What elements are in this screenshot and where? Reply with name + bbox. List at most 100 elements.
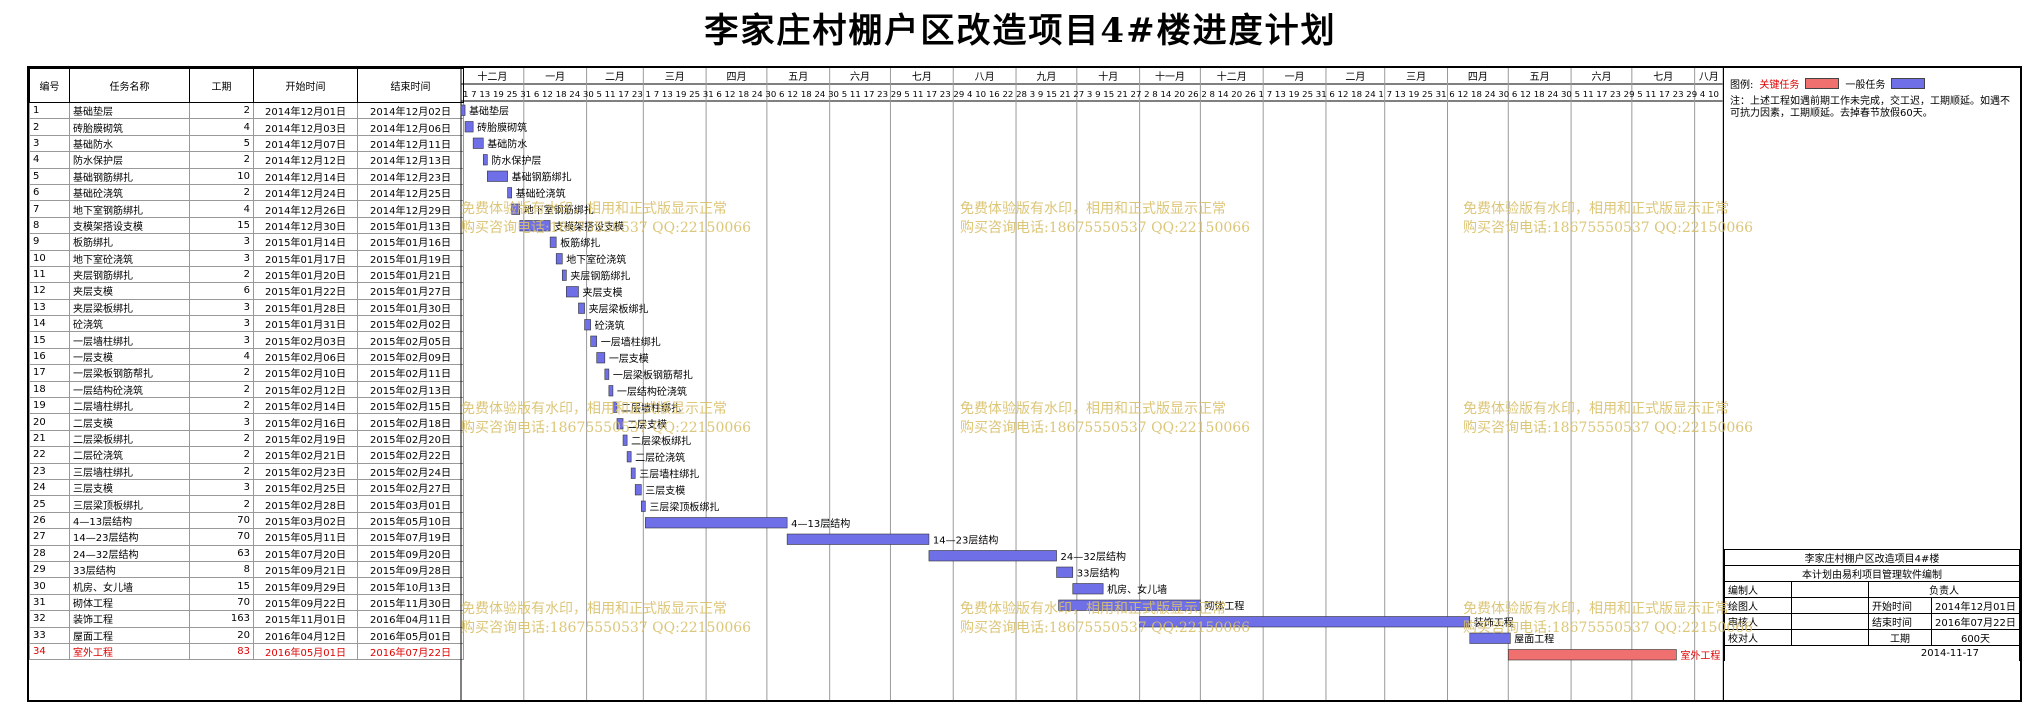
gantt-bar (1139, 616, 1471, 628)
footer-software: 本计划由易利项目管理软件编制 (1724, 565, 2020, 582)
task-rows: 1 基础垫层 2 2014年12月01日 2014年12月02日 2 砖胎膜砌筑 4 2014年… (29, 101, 464, 661)
watermark-line2: 购买咨询电话:18675550537 QQ:22150066 (1463, 420, 1754, 436)
month-label: 三月 (1406, 71, 1426, 83)
month-label: 二月 (1345, 71, 1365, 83)
table-row: 10 地下室砼浇筑 3 2015年01月17日 2015年01月19日 (29, 249, 464, 267)
watermark-line1: 免费体验版有水印，相用和正式版显示正常 (960, 201, 1226, 217)
gantt-bar (472, 137, 484, 149)
gantt-bar-label: 基础防水 (487, 138, 527, 151)
gantt-bar-label: 二层支模 (627, 419, 667, 431)
watermark: 免费体验版有水印，相用和正式版显示正常购买咨询电话:18675550537 QQ… (461, 400, 751, 438)
gantt-bar (1072, 583, 1104, 595)
end-value: 2016年07月22日 (1931, 613, 2020, 630)
table-row: 21 二层梁板绑扎 2 2015年02月19日 2015年02月20日 (29, 429, 464, 448)
legend-critical-label: 关键任务 (1759, 80, 1800, 91)
page-title: 李家庄村棚户区改造项目4#楼进度计划 (704, 11, 1337, 51)
table-row: 13 夹层梁板绑扎 3 2015年01月28日 2015年01月30日 (29, 298, 464, 317)
gantt-bar-label: 14—23层结构 (933, 534, 998, 547)
watermark: 免费体验版有水印，相用和正式版显示正常 购买咨询电话:18675550537 QQ… (1463, 400, 1753, 438)
gantt-bar-label: 室外工程 (1680, 649, 1720, 662)
month-label: 三月 (665, 71, 685, 83)
watermark-line2: 购买咨询电话:18675550537 QQ:22150066 (461, 620, 752, 636)
gantt-bar-label: 夹层支模 (582, 286, 622, 299)
watermark-line1: 免费体验版有水印，相用和正式版显示正常 (960, 601, 1226, 617)
month-label: 十二月 (477, 70, 507, 83)
gantt-bar (786, 533, 930, 545)
month-label: 九月 (1036, 71, 1056, 83)
watermark-line2: 购买咨询电话:18675550537 QQ:22150066 (461, 220, 752, 236)
gantt-bar-label: 24—32层结构 (1061, 550, 1126, 563)
gantt-bar-label: 二层梁板绑扎 (631, 435, 691, 448)
gantt-bar-label: 夹层钢筋绑扎 (570, 270, 630, 283)
month-label: 四月 (1468, 71, 1488, 83)
watermark-line1: 免费体验版有水印，相用和正式版显示正常 (461, 401, 727, 417)
task-name: 室外工程 (69, 642, 190, 661)
table-row: 12 夹层支模 6 2015年01月22日 2015年01月27日 (29, 282, 464, 300)
table-row: 3 基础防水 5 2014年12月07日 2014年12月11日 (29, 134, 464, 153)
gantt-bar (634, 484, 642, 496)
header-dur: 工期 (189, 68, 254, 103)
gantt-bar-label: 砼浇筑 (595, 319, 625, 332)
legend-normal-label: 一般任务 (1845, 80, 1886, 91)
month-label: 四月 (726, 71, 746, 83)
watermark-line2: 购买咨询电话:18675550537 QQ:22150066 (960, 620, 1251, 636)
duration-value: 600天 (1931, 629, 2020, 646)
watermark-line1: 免费体验版有水印，相用和正式版显示正常 (461, 601, 727, 617)
table-row: 25 三层梁顶板绑扎 2 2015年02月28日 2015年03月01日 (29, 495, 464, 513)
gantt-bar (487, 170, 508, 182)
gantt-bar-label: 屋面工程 (1514, 634, 1554, 646)
day-tick-row: 1 7 13 19 25 31 6 12 18 24 30 5 11 17 23… (463, 89, 1719, 99)
watermark: 免费体验版有水印，相用和正式版显示正常购买咨询电话:18675550537 QQ… (960, 400, 1250, 438)
table-row: 16 一层支模 4 2015年02月06日 2015年02月09日 (29, 347, 464, 366)
table-row: 1 基础垫层 2 2014年12月01日 2014年12月02日 (29, 101, 464, 120)
month-label: 八月 (975, 71, 995, 83)
gantt-bar-label: 二层砼浇筑 (635, 451, 685, 464)
table-row: 29 33层结构 8 2015年09月21日 2015年09月28日 (29, 560, 464, 579)
gantt-bar-label: 一层结构砼浇筑 (617, 385, 687, 398)
month-label: 五月 (1530, 71, 1550, 83)
gantt-bar (578, 302, 585, 314)
watermark-line2: 购买咨询电话:18675550537 QQ:22150066 (461, 420, 752, 436)
gantt-bar-label: 三层墙柱绑扎 (639, 468, 699, 481)
gantt-bar (622, 434, 628, 446)
month-label: 十一月 (1155, 70, 1185, 83)
month-label: 十二月 (1217, 70, 1247, 83)
header-start: 开始时间 (253, 68, 358, 103)
gantt-bar (507, 187, 512, 199)
footer-project: 李家庄村棚户区改造项目4#楼 (1724, 549, 2020, 566)
month-label: 七月 (912, 71, 932, 83)
gantt-bar (460, 104, 466, 116)
gantt-bar (1469, 632, 1511, 644)
watermark-line2: 购买咨询电话:18675550537 QQ:22150066 (960, 420, 1251, 436)
gantt-bar-label: 一层支模 (609, 353, 649, 365)
month-label: 八月 (1699, 71, 1719, 83)
gantt-bar-label: 防水保护层 (491, 154, 541, 167)
gantt-bar-label: 装饰工程 (1474, 616, 1514, 629)
gantt-bar-label: 4—13层结构 (791, 517, 850, 530)
gantt-bar-label: 砖胎膜砌筑 (477, 121, 527, 134)
note-text: 注：上述工程如遇前期工作未完成，交工迟，工期顺延。如遇不可抗力因素，工期顺延。去… (1730, 96, 2010, 119)
table-row: 6 基础砼浇筑 2 2014年12月24日 2014年12月25日 (29, 183, 464, 202)
month-label: 七月 (1653, 71, 1673, 83)
gantt-bar (604, 368, 610, 380)
gantt-bar-label: 板筋绑扎 (560, 237, 600, 250)
gantt-bar (630, 467, 636, 479)
watermark: 免费体验版有水印，相用和正式版显示正常 购买咨询电话:18675550537 QQ… (1463, 600, 1753, 638)
month-label: 六月 (1591, 71, 1611, 83)
chart-frame (27, 66, 2022, 702)
gantt-bar (612, 401, 618, 413)
table-row: 14 砼浇筑 3 2015年01月31日 2015年02月02日 (29, 315, 464, 333)
gantt-bar (928, 550, 1057, 562)
table-row: 5 基础钢筋绑扎 10 2014年12月14日 2014年12月23日 (29, 167, 464, 185)
gantt-bar (464, 121, 474, 133)
watermark-line1: 免费体验版有水印，相用和正式版显示正常 (960, 401, 1226, 417)
gantt-bar-label: 地下室钢筋绑扎 (524, 204, 594, 217)
gantt-bar-label: 三层支模 (645, 485, 685, 497)
side-panel: 图例: 关键任务 一般任务 注：上述工程如遇前期工作未完成，交工迟，工期顺延。如… (1723, 68, 2021, 700)
gantt-bar (626, 451, 632, 463)
gantt-bar (616, 418, 624, 430)
gantt-bar (590, 335, 598, 347)
table-row: 15 一层墙柱绑扎 3 2015年02月03日 2015年02月05日 (29, 331, 464, 349)
gantt-bar-label: 夹层梁板绑扎 (589, 303, 649, 316)
